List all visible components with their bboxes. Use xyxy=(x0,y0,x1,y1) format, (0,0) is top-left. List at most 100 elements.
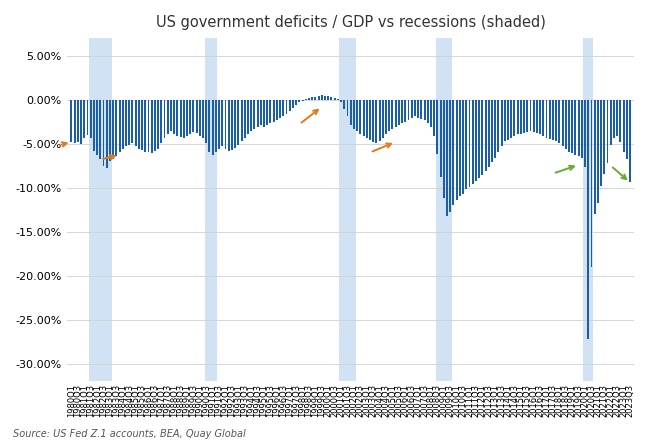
Bar xyxy=(240,100,242,141)
Bar xyxy=(623,100,625,153)
Bar xyxy=(391,100,393,129)
Bar xyxy=(517,100,519,134)
Bar xyxy=(343,100,345,109)
Bar xyxy=(395,100,396,127)
Bar xyxy=(118,100,120,153)
Bar xyxy=(404,100,406,122)
Bar xyxy=(212,100,214,155)
Bar xyxy=(83,100,85,138)
Bar xyxy=(382,100,383,138)
Bar xyxy=(260,100,262,125)
Bar xyxy=(308,98,310,100)
Bar xyxy=(350,100,352,125)
Bar xyxy=(70,100,72,142)
Bar xyxy=(144,100,146,152)
Bar xyxy=(552,100,554,140)
Bar xyxy=(436,100,438,154)
Bar xyxy=(86,100,88,135)
Bar xyxy=(366,100,368,138)
Bar xyxy=(250,100,252,131)
Bar xyxy=(148,100,150,152)
Bar xyxy=(96,100,98,155)
Bar xyxy=(484,100,486,171)
Bar xyxy=(103,100,105,166)
Bar xyxy=(279,100,281,118)
Bar xyxy=(414,100,416,116)
Bar xyxy=(154,100,156,151)
Bar xyxy=(196,100,198,133)
Bar xyxy=(520,100,522,134)
Bar xyxy=(500,100,502,146)
Bar xyxy=(523,100,525,133)
Bar xyxy=(469,100,471,187)
Bar xyxy=(328,96,329,100)
Bar xyxy=(568,100,570,152)
Bar xyxy=(289,100,291,111)
Bar xyxy=(452,100,454,205)
Bar xyxy=(311,97,313,100)
Bar xyxy=(122,100,124,149)
Bar xyxy=(109,100,111,161)
Bar xyxy=(578,100,580,156)
Bar xyxy=(430,100,432,127)
Bar xyxy=(218,100,220,149)
Bar xyxy=(302,100,304,101)
Bar xyxy=(116,100,118,156)
Bar xyxy=(363,100,365,136)
Bar xyxy=(581,100,583,158)
Bar xyxy=(459,100,461,196)
Bar xyxy=(398,100,400,125)
Bar xyxy=(234,100,236,148)
Bar xyxy=(376,100,378,143)
Bar xyxy=(385,100,387,134)
Bar xyxy=(610,100,612,146)
Bar xyxy=(507,100,509,140)
Bar xyxy=(439,100,441,177)
Bar xyxy=(106,100,108,168)
Bar xyxy=(359,100,361,134)
Bar xyxy=(254,100,255,129)
Bar xyxy=(339,38,356,381)
Bar xyxy=(562,100,564,146)
Bar xyxy=(179,100,181,137)
Bar xyxy=(369,100,371,140)
Bar xyxy=(321,95,323,100)
Bar xyxy=(600,100,602,186)
Bar xyxy=(138,100,140,149)
Bar xyxy=(346,100,348,116)
Bar xyxy=(433,100,435,136)
Bar xyxy=(270,100,272,123)
Bar xyxy=(613,100,615,138)
Bar xyxy=(224,100,226,149)
Bar xyxy=(73,100,75,143)
Bar xyxy=(388,100,390,131)
Bar xyxy=(401,100,403,123)
Bar xyxy=(488,100,489,167)
Bar xyxy=(475,100,477,182)
Bar xyxy=(205,100,207,143)
Bar xyxy=(549,100,551,139)
Bar xyxy=(202,100,204,138)
Bar xyxy=(337,99,339,100)
Bar xyxy=(244,100,246,138)
Bar xyxy=(263,100,265,127)
Bar xyxy=(333,98,335,100)
Bar xyxy=(176,100,178,136)
Bar xyxy=(497,100,499,152)
Bar xyxy=(167,100,169,134)
Bar xyxy=(472,100,474,184)
Bar xyxy=(411,100,413,118)
Bar xyxy=(305,99,307,100)
Bar xyxy=(603,100,605,175)
Bar xyxy=(565,100,567,149)
Bar xyxy=(295,100,297,105)
Bar xyxy=(555,100,557,141)
Bar xyxy=(183,100,185,138)
Bar xyxy=(315,97,317,100)
Bar xyxy=(417,100,419,118)
Bar xyxy=(616,100,618,136)
Bar xyxy=(571,100,573,153)
Bar xyxy=(462,100,464,194)
Bar xyxy=(526,100,528,132)
Bar xyxy=(436,38,452,381)
